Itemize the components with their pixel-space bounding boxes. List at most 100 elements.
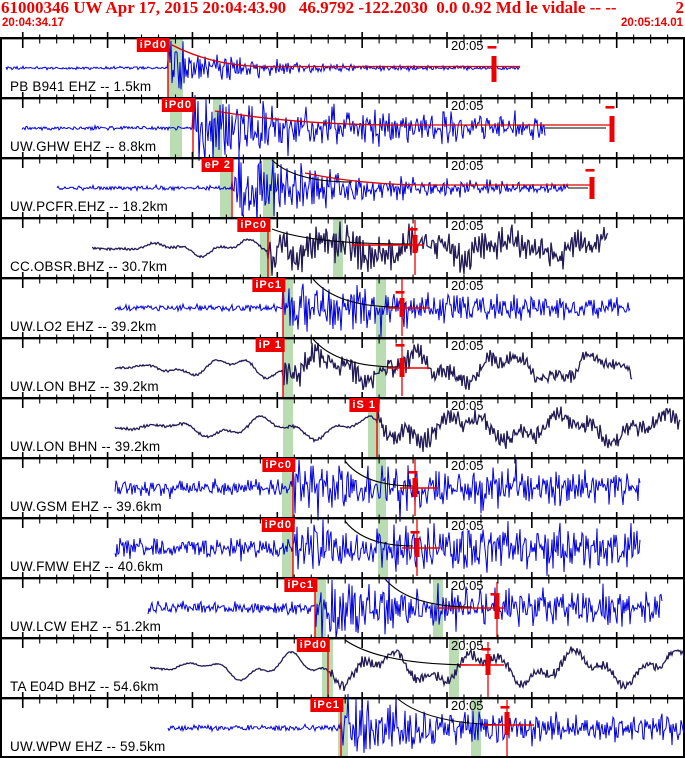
trace-row: 20:05 iPc0 CC.OBSR.BHZ -- 30.7km xyxy=(0,212,685,277)
pick-flag[interactable]: iPc1 xyxy=(284,578,317,592)
waveform-path xyxy=(114,519,641,576)
duration-curve xyxy=(384,578,473,608)
coda-marker[interactable] xyxy=(402,519,440,576)
time-tick-label: 20:05 xyxy=(451,158,484,173)
duration-curve xyxy=(312,338,399,368)
waveform-path xyxy=(149,646,685,692)
trace-row: 20:05 iPd0 UW.GHW EHZ -- 8.8km xyxy=(0,92,685,163)
pick-flag[interactable]: iS 1 xyxy=(349,398,379,412)
trace-plot[interactable] xyxy=(0,212,685,277)
time-tick-label: 20:05 xyxy=(451,638,484,653)
coda-marker[interactable] xyxy=(487,46,497,82)
pick-flag[interactable]: iPd0 xyxy=(296,638,330,652)
coda-marker[interactable] xyxy=(387,279,430,336)
phase-window-band xyxy=(213,97,222,157)
pick-flag[interactable]: iPd0 xyxy=(136,38,170,52)
station-label: UW.GSM EHZ -- 39.6km xyxy=(10,499,162,514)
time-tick-label: 20:05 xyxy=(451,278,484,293)
pick-flag[interactable]: iPd0 xyxy=(261,518,295,532)
phase-window-band xyxy=(338,697,348,757)
coda-envelope-curve xyxy=(304,172,590,186)
window-start-time: 20:04:34.17 xyxy=(2,17,65,29)
phase-window-band xyxy=(378,517,388,577)
trace-plot[interactable] xyxy=(0,632,685,697)
time-tick-label: 20:05 xyxy=(451,398,484,413)
trace-plot[interactable] xyxy=(0,150,685,227)
waveform-path xyxy=(167,693,685,753)
phase-window-band xyxy=(449,637,459,697)
station-label: PB B941 EHZ -- 1.5km xyxy=(10,79,152,94)
duration-curve xyxy=(344,520,414,547)
trace-plot[interactable] xyxy=(0,92,685,163)
trace-row: 20:05 iPd0 UW.FMW EHZ -- 40.6km xyxy=(0,512,685,577)
phase-window-band xyxy=(333,217,343,277)
waveform-path xyxy=(114,406,681,452)
trace-plot[interactable] xyxy=(0,392,685,457)
trace-row: 20:05 iPc1 UW.LO2 EHZ -- 39.2km xyxy=(0,272,685,337)
event-count: 2 xyxy=(675,0,685,17)
time-tick-label: 20:05 xyxy=(451,98,484,113)
event-header: 61000346 UW Apr 17, 2015 20:04:43.90 46.… xyxy=(0,0,685,37)
trace-row: 20:05 iPd0 TA E04D BHZ -- 54.6km xyxy=(0,632,685,697)
station-label: UW.GHW EHZ -- 8.8km xyxy=(10,139,157,154)
trace-row: 20:05 iPd0 PB B941 EHZ -- 1.5km xyxy=(0,32,685,97)
phase-window-band xyxy=(170,97,182,157)
trace-row: 20:05 iPc0 UW.GSM EHZ -- 39.6km xyxy=(0,452,685,522)
bottom-axis-line xyxy=(0,756,685,758)
pick-flag[interactable]: iPc0 xyxy=(237,218,270,232)
coda-marker[interactable] xyxy=(585,169,595,199)
station-label: TA E04D BHZ -- 54.6km xyxy=(10,679,159,694)
trace-plot[interactable] xyxy=(0,272,685,337)
duration-curve xyxy=(271,228,411,245)
time-tick-label: 20:05 xyxy=(451,518,484,533)
coda-envelope-curve xyxy=(171,44,520,68)
coda-marker[interactable] xyxy=(437,582,505,637)
pick-flag[interactable]: iPc1 xyxy=(310,698,343,712)
trace-row: 20:05 iP 1 UW.LON BHZ -- 39.2km xyxy=(0,332,685,397)
trace-row: 20:05 iS 1 UW.LON BHN -- 39.2km xyxy=(0,392,685,457)
pick-flag[interactable]: iPc1 xyxy=(252,278,285,292)
coda-marker[interactable] xyxy=(387,339,430,396)
coda-envelope-curve xyxy=(214,110,612,126)
station-label: UW.PCFR.EHZ -- 18.2km xyxy=(10,199,168,214)
phase-window-band xyxy=(376,337,386,397)
waveform-path xyxy=(114,458,641,522)
waveform-path xyxy=(21,95,546,163)
coda-marker[interactable] xyxy=(352,220,424,275)
window-end-time: 20:05:14.01 xyxy=(620,17,683,29)
waveform-path xyxy=(147,577,663,642)
trace-row: 20:05 iPc1 UW.LCW EHZ -- 51.2km xyxy=(0,572,685,642)
trace-plot[interactable] xyxy=(0,572,685,642)
event-summary-text: 61000346 UW Apr 17, 2015 20:04:43.90 46.… xyxy=(1,0,617,17)
station-label: UW.FMW EHZ -- 40.6km xyxy=(10,559,164,574)
duration-curve xyxy=(344,460,414,487)
time-tick-label: 20:05 xyxy=(451,338,484,353)
station-label: UW.LO2 EHZ -- 39.2km xyxy=(10,319,157,334)
waveform-path xyxy=(91,221,609,276)
trace-plot[interactable] xyxy=(0,512,685,577)
trace-plot[interactable] xyxy=(0,332,685,397)
coda-marker[interactable] xyxy=(483,700,534,757)
trace-plot[interactable] xyxy=(0,32,685,97)
coda-marker[interactable] xyxy=(400,459,438,516)
pick-flag[interactable]: iPd0 xyxy=(161,98,195,112)
trace-row: 20:05 iPc1 UW.WPW EHZ -- 59.5km xyxy=(0,692,685,757)
station-label: CC.OBSR.BHZ -- 30.7km xyxy=(10,259,168,274)
duration-curve xyxy=(271,159,353,183)
pick-flag[interactable]: iPc0 xyxy=(262,458,295,472)
coda-marker[interactable] xyxy=(605,106,615,142)
trace-panel: 20:05 iPd0 PB B941 EHZ -- 1.5km 20:05 iPd0 UW… xyxy=(0,32,685,757)
pick-flag[interactable]: eP 2 xyxy=(201,158,234,172)
duration-curve xyxy=(312,278,399,308)
pick-flag[interactable]: iP 1 xyxy=(255,338,285,352)
station-label: UW.WPW EHZ -- 59.5km xyxy=(10,739,166,754)
time-tick-label: 20:05 xyxy=(451,458,484,473)
time-tick-label: 20:05 xyxy=(451,218,484,233)
phase-window-band xyxy=(282,457,293,517)
coda-marker[interactable] xyxy=(460,642,504,697)
phase-window-band xyxy=(433,577,443,637)
time-tick-label: 20:05 xyxy=(451,578,484,593)
time-tick-label: 20:05 xyxy=(451,698,484,713)
phase-window-band xyxy=(376,277,386,337)
